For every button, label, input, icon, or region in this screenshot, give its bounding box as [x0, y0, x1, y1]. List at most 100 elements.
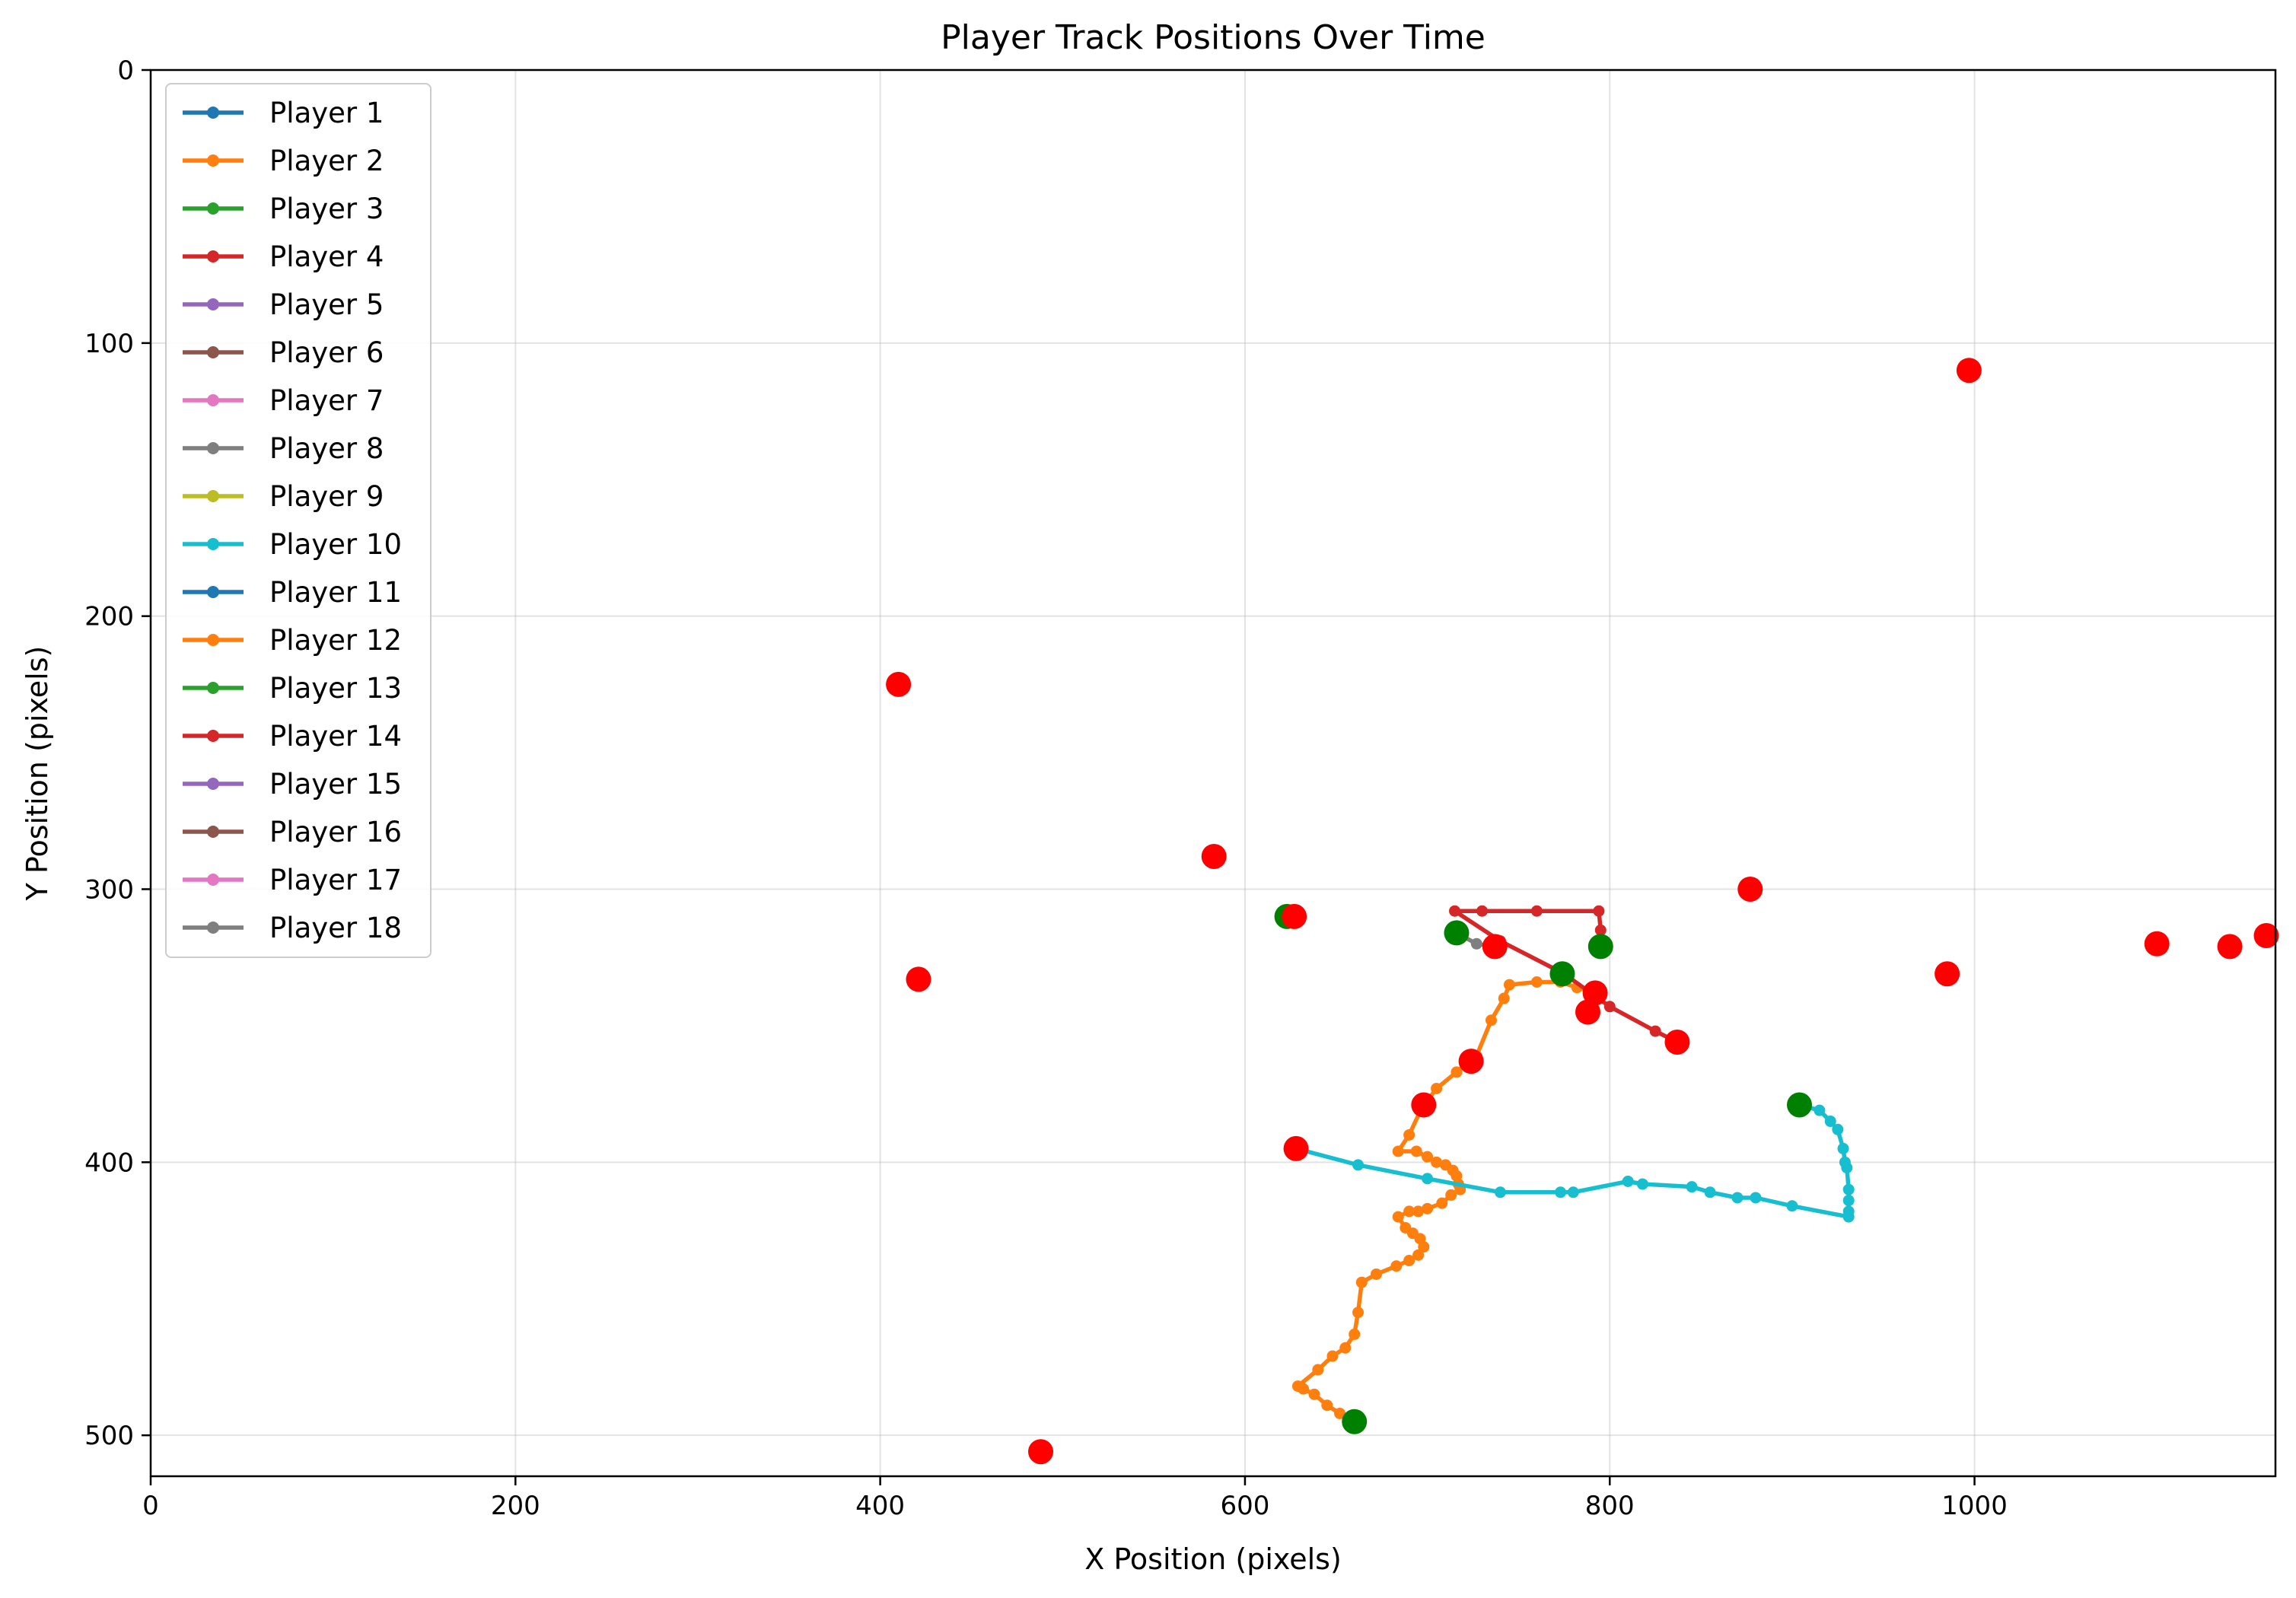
y-axis-title: Y Position (pixels)	[21, 646, 54, 902]
track-point	[1636, 1178, 1648, 1190]
track-point	[1555, 1186, 1567, 1198]
x-tick-label: 200	[491, 1491, 540, 1521]
track-point	[1352, 1159, 1365, 1171]
track-point	[1814, 1104, 1826, 1116]
legend-marker	[207, 298, 219, 310]
track-end-marker	[2144, 931, 2170, 957]
track-point	[1339, 1342, 1352, 1354]
track-point	[1603, 1001, 1616, 1013]
legend-marker	[207, 442, 219, 454]
track-start-marker	[1342, 1409, 1368, 1434]
track-end-marker	[1283, 1135, 1309, 1161]
y-tick-label: 100	[84, 329, 134, 359]
track-point	[1422, 1151, 1434, 1163]
track-point	[1334, 1407, 1346, 1419]
track-point	[1352, 1307, 1365, 1319]
track-start-marker	[1549, 961, 1575, 987]
legend-marker	[207, 250, 219, 263]
legend-label: Player 17	[269, 864, 402, 896]
track-point	[1498, 992, 1510, 1004]
y-tick-label: 400	[84, 1148, 134, 1178]
legend-marker	[207, 778, 219, 790]
x-tick-label: 400	[855, 1491, 905, 1521]
track-point	[1326, 1350, 1339, 1362]
track-end-marker	[1411, 1092, 1437, 1118]
track-endpoints	[886, 358, 2279, 1465]
legend-label: Player 9	[269, 480, 384, 513]
track-point	[1403, 1255, 1415, 1267]
legend-label: Player 18	[269, 912, 402, 944]
track-point	[1842, 1183, 1855, 1195]
legend-marker	[207, 346, 219, 358]
legend-label: Player 5	[269, 288, 384, 321]
legend: Player 1 Player 2 Player 3 Player 4 Player 5…	[165, 83, 431, 958]
track-point	[1476, 905, 1488, 917]
track-point	[1308, 1388, 1320, 1400]
track-point	[1622, 1175, 1634, 1187]
track-end-marker	[2217, 934, 2243, 960]
track-end-marker	[1582, 980, 1608, 1006]
x-tick-label: 800	[1585, 1491, 1635, 1521]
track-point	[1503, 979, 1515, 991]
track-point	[1837, 1142, 1849, 1154]
legend-label: Player 1	[269, 97, 384, 129]
track-point	[1832, 1123, 1844, 1135]
track-point	[1449, 905, 1461, 917]
legend-marker	[207, 394, 219, 406]
legend-marker	[207, 490, 219, 502]
legend-label: Player 15	[269, 768, 402, 801]
track-point	[1841, 1162, 1853, 1174]
track-point	[1494, 1186, 1506, 1198]
track-end-marker	[886, 671, 912, 697]
track-point	[1786, 1200, 1798, 1212]
track-end-marker	[906, 966, 931, 992]
legend-label: Player 10	[269, 528, 402, 561]
legend-label: Player 6	[269, 336, 384, 369]
plot-frame	[149, 68, 2277, 1478]
track-point	[1431, 1156, 1443, 1168]
track-point	[1594, 924, 1607, 936]
track-point	[1750, 1192, 1762, 1204]
track-point	[1392, 1211, 1404, 1223]
track-point	[1390, 1260, 1403, 1272]
track-point	[1440, 1159, 1452, 1171]
legend-label: Player 8	[269, 432, 384, 465]
track-point	[1451, 1066, 1463, 1078]
legend-marker	[207, 874, 219, 886]
track-point	[1436, 1197, 1448, 1209]
track-start-marker	[1786, 1092, 1812, 1118]
track-end-marker	[1201, 843, 1227, 869]
track-point	[1485, 1014, 1497, 1027]
track-point	[1593, 905, 1605, 917]
x-tick-label: 1000	[1941, 1491, 2008, 1521]
legend-label: Player 16	[269, 816, 402, 848]
y-tick-label: 500	[84, 1421, 134, 1451]
track-end-marker	[1028, 1439, 1054, 1465]
x-tick-label: 600	[1220, 1491, 1269, 1521]
legend-label: Player 4	[269, 240, 384, 273]
track-point	[1842, 1195, 1855, 1207]
legend-marker	[207, 538, 219, 550]
track-point	[1470, 937, 1482, 950]
legend-box	[165, 83, 431, 958]
track-point	[1403, 1205, 1415, 1218]
track-point	[1412, 1205, 1425, 1218]
axes: 0 200 400 600 800 1000 0 100 200 300 400 500	[84, 56, 2008, 1521]
legend-marker	[207, 202, 219, 215]
y-tick-label: 200	[84, 602, 134, 632]
legend-label: Player 12	[269, 624, 402, 657]
legend-marker	[207, 730, 219, 742]
chart-title: Player Track Positions Over Time	[941, 18, 1486, 57]
track-point	[1321, 1399, 1333, 1412]
track-point	[1312, 1364, 1324, 1376]
track-point	[1842, 1211, 1855, 1223]
legend-label: Player 2	[269, 145, 384, 177]
legend-marker	[207, 922, 219, 934]
track-point	[1704, 1186, 1716, 1198]
track-end-marker	[2253, 923, 2279, 949]
track-point	[1403, 1128, 1415, 1141]
track-point	[1349, 1328, 1361, 1340]
track-end-marker	[1282, 903, 1307, 929]
legend-marker	[207, 107, 219, 119]
